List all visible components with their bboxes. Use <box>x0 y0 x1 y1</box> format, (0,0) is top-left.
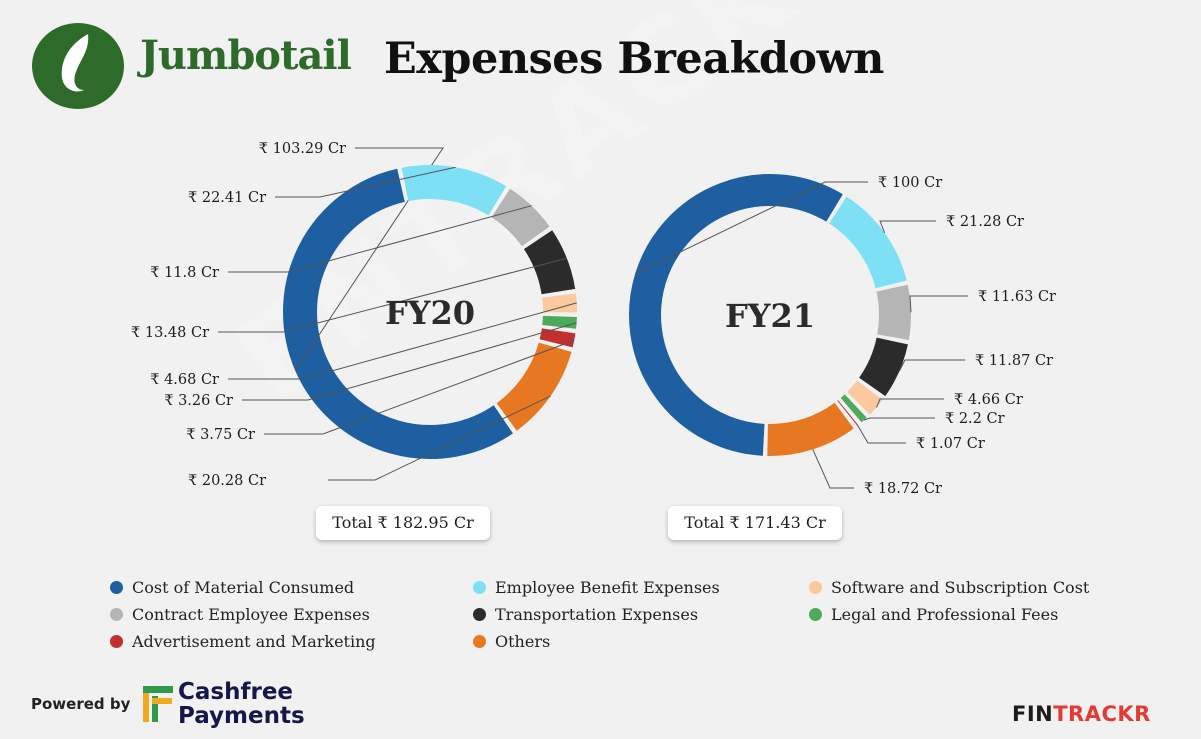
cashfree-logo-icon <box>143 686 173 722</box>
legend-item: Employee Benefit Expenses <box>473 576 809 598</box>
leader-line <box>275 166 456 198</box>
legend-label: Software and Subscription Cost <box>831 577 1090 597</box>
legend-swatch <box>110 634 123 648</box>
slice-value-label: ₹ 100 Cr <box>878 175 942 191</box>
legend-label: Advertisement and Marketing <box>132 631 376 651</box>
leader-line <box>876 398 944 408</box>
donut-slice <box>283 168 513 459</box>
donut-slice <box>491 188 550 247</box>
legend-swatch <box>473 634 486 648</box>
leader-line <box>228 205 532 273</box>
leader-line <box>228 302 577 380</box>
legend-swatch <box>110 580 123 594</box>
legend-item: Software and Subscription Cost <box>809 576 1109 598</box>
legend-item: Cost of Material Consumed <box>110 576 473 598</box>
slice-value-label: ₹ 22.41 Cr <box>188 190 266 206</box>
donut-slice <box>840 394 867 423</box>
legend-item: Contract Employee Expenses <box>110 603 473 625</box>
legend-item: Others <box>473 630 809 652</box>
donut-slice <box>767 402 854 456</box>
donut-slice <box>523 230 576 295</box>
donut-slice <box>876 284 911 340</box>
donut-slice <box>629 174 843 456</box>
fintrackr-wordmark: FINTRACKR <box>1012 702 1151 726</box>
donut-slice <box>846 380 883 415</box>
legend-label: Contract Employee Expenses <box>132 604 370 624</box>
total-fy20: Total ₹ 182.95 Cr <box>316 506 490 540</box>
legend: Cost of Material Consumed Employee Benefi… <box>110 576 1110 652</box>
legend-label: Legal and Professional Fees <box>831 604 1059 624</box>
powered-by-label: Powered by <box>31 695 131 713</box>
total-fy21: Total ₹ 171.43 Cr <box>668 506 842 540</box>
leader-line <box>898 359 965 372</box>
cashfree-payments-wordmark: Cashfree Payments <box>178 680 305 728</box>
legend-swatch <box>473 580 486 594</box>
slice-value-label: ₹ 4.68 Cr <box>150 372 219 388</box>
slice-value-label: ₹ 13.48 Cr <box>131 325 209 341</box>
donut-slice <box>496 342 572 431</box>
leader-line <box>242 322 577 401</box>
fintrackr-trackr: TRACKR <box>1053 702 1151 726</box>
donut-slice <box>837 400 859 426</box>
legend-label: Transportation Expenses <box>495 604 699 624</box>
leader-line <box>909 295 968 313</box>
legend-swatch <box>809 607 822 621</box>
slice-value-label: ₹ 21.28 Cr <box>946 214 1024 230</box>
legend-label: Employee Benefit Expenses <box>495 577 720 597</box>
leader-line <box>812 449 854 489</box>
fintrackr-fin: FIN <box>1012 702 1054 726</box>
slice-value-label: ₹ 2.2 Cr <box>945 411 1005 427</box>
leader-line <box>863 417 935 421</box>
legend-item: Advertisement and Marketing <box>110 630 473 652</box>
slice-value-label: ₹ 18.72 Cr <box>864 481 942 497</box>
slice-value-label: ₹ 103.29 Cr <box>259 141 346 157</box>
leader-line <box>328 395 551 481</box>
legend-label: Cost of Material Consumed <box>132 577 355 597</box>
page-title: Expenses Breakdown <box>384 34 884 84</box>
slice-value-label: ₹ 11.8 Cr <box>150 265 219 281</box>
donut-center-label: FY20 <box>385 294 475 332</box>
slice-value-label: ₹ 3.26 Cr <box>164 393 233 409</box>
legend-swatch <box>809 580 822 594</box>
donut-slice <box>542 315 577 329</box>
donut-slice <box>828 196 907 289</box>
slice-value-label: ₹ 20.28 Cr <box>188 473 266 489</box>
slice-value-label: ₹ 1.07 Cr <box>916 436 985 452</box>
legend-item: Legal and Professional Fees <box>809 603 1109 625</box>
leader-line <box>264 339 575 435</box>
slice-value-label: ₹ 3.75 Cr <box>186 427 255 443</box>
leader-line <box>634 181 868 275</box>
payments-text: Payments <box>178 703 305 729</box>
slice-value-label: ₹ 4.66 Cr <box>954 392 1023 408</box>
donut-slice <box>858 337 908 397</box>
donut-slice <box>401 165 507 216</box>
donut-slice <box>542 293 577 313</box>
leader-line <box>879 220 936 233</box>
leader-line <box>294 147 444 372</box>
leader-line <box>857 425 906 444</box>
legend-item: Transportation Expenses <box>473 603 809 625</box>
slice-value-label: ₹ 11.63 Cr <box>978 289 1056 305</box>
donut-center-label: FY21 <box>725 297 815 335</box>
slice-value-label: ₹ 11.87 Cr <box>975 353 1053 369</box>
legend-label: Others <box>495 631 551 651</box>
legend-swatch <box>473 607 486 621</box>
donut-slice <box>539 328 576 348</box>
leader-line <box>218 257 567 333</box>
jumbotail-logo-icon <box>32 23 124 109</box>
brand-name: Jumbotail <box>140 32 352 79</box>
cashfree-text: Cashfree <box>178 679 294 705</box>
legend-swatch <box>110 607 123 621</box>
